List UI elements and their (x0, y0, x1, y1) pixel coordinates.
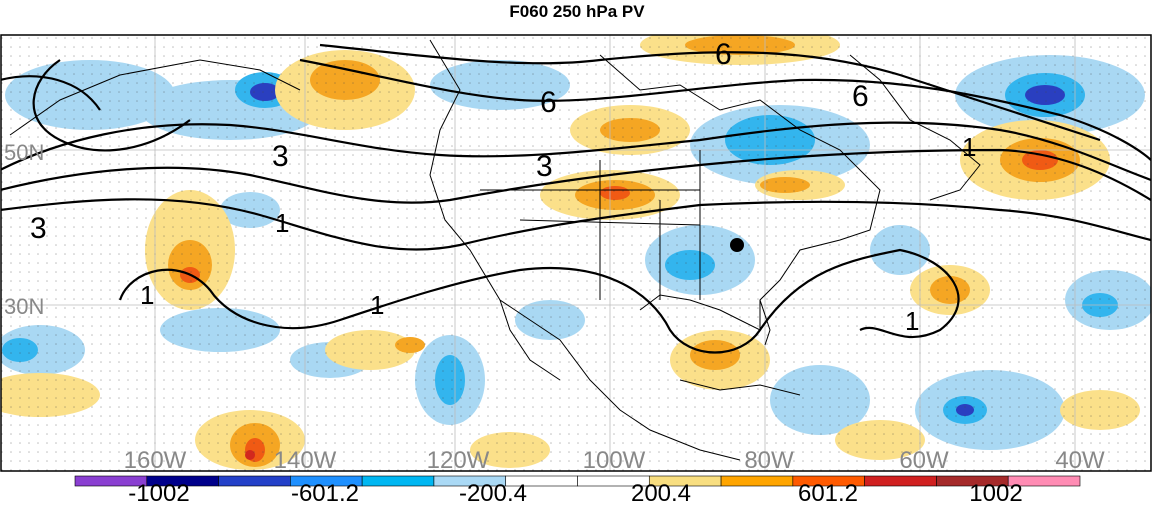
contour-label: 3 (272, 140, 289, 173)
lat-label-30n: 30N (4, 294, 44, 319)
location-marker (730, 238, 744, 252)
colorbar-swatch (361, 475, 435, 487)
lon-label: 160W (124, 447, 187, 474)
colorbar-swatch (720, 475, 794, 487)
contour-label: 3 (30, 212, 47, 245)
map-title: F060 250 hPa PV (509, 2, 645, 21)
pv-shading (1, 35, 1151, 471)
colorbar-tick-label: 1002 (969, 480, 1023, 507)
lat-label-50n: 50N (4, 140, 44, 165)
colorbar-tick-label: -1002 (128, 480, 190, 507)
colorbar-tick-label: -200.4 (458, 480, 528, 507)
pv-contours (1, 43, 1151, 354)
lon-label: 100W (583, 447, 646, 474)
contour-label: 6 (715, 38, 732, 71)
lon-label: 140W (274, 447, 337, 474)
coastlines (9, 39, 981, 461)
colorbar (74, 475, 1081, 487)
contour-label: 1 (275, 208, 289, 238)
colorbar-swatch (864, 475, 937, 487)
colorbar-tick-label: 601.2 (797, 480, 859, 507)
contour-label: 3 (536, 150, 553, 183)
colorbar-swatch (1007, 475, 1081, 487)
contour-label: 1 (905, 306, 919, 336)
colorbar-tick-label: 200.4 (630, 480, 692, 507)
lon-label: 120W (427, 447, 490, 474)
contour-label: 1 (370, 290, 384, 320)
contour-label: 1 (140, 280, 154, 310)
map-frame (0, 34, 1152, 472)
colorbar-tick-label: -601.2 (290, 480, 360, 507)
contour-label: 1 (962, 132, 976, 162)
contour-label: 6 (540, 86, 557, 119)
contour-label: 6 (852, 80, 869, 113)
colorbar-swatch (218, 475, 291, 487)
lon-label: 60W (899, 447, 949, 474)
lat-lon-grid (1, 35, 1151, 471)
lon-label: 40W (1055, 447, 1105, 474)
lon-label: 80W (744, 447, 794, 474)
